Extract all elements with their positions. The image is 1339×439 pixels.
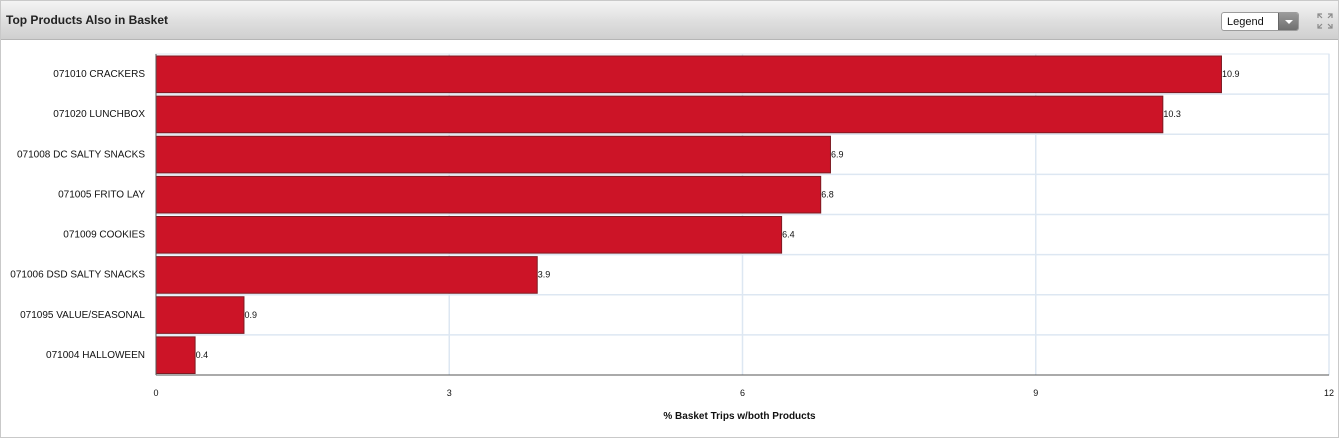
category-label: 071009 COOKIES <box>63 230 145 241</box>
category-label: 071095 VALUE/SEASONAL <box>20 310 145 321</box>
chevron-down-icon[interactable] <box>1278 13 1298 30</box>
bar[interactable] <box>155 256 538 294</box>
bar[interactable] <box>155 296 245 334</box>
value-label: 10.3 <box>1163 109 1181 119</box>
bar-layer <box>155 55 1222 374</box>
bar[interactable] <box>155 175 822 214</box>
category-label: 071004 HALLOWEEN <box>46 350 145 361</box>
value-label: 3.9 <box>538 270 551 280</box>
x-tick-label: 9 <box>1033 388 1038 398</box>
value-label: 0.4 <box>196 350 209 360</box>
category-label: 071005 FRITO LAY <box>58 189 145 200</box>
grid-layer <box>155 53 1330 376</box>
bar[interactable] <box>155 95 1164 134</box>
category-label: 071010 CRACKERS <box>53 69 145 80</box>
x-tick-label: 3 <box>447 388 452 398</box>
x-tick-label: 6 <box>740 388 745 398</box>
x-axis-title: % Basket Trips w/both Products <box>663 411 816 422</box>
value-label: 0.9 <box>244 310 257 320</box>
value-label: 10.9 <box>1222 69 1240 79</box>
category-label: 071006 DSD SALTY SNACKS <box>10 270 145 281</box>
bar[interactable] <box>155 216 783 254</box>
bar[interactable] <box>155 55 1222 94</box>
panel-title: Top Products Also in Basket <box>6 13 169 27</box>
x-tick-label: 0 <box>153 388 158 398</box>
category-label: 071020 LUNCHBOX <box>53 109 145 120</box>
x-tick-label: 12 <box>1324 388 1334 398</box>
label-layer: 0 3 6 9 12 071010 CRACKERS 10.9 071020 LUNCHBOX… <box>10 69 1334 398</box>
legend-dropdown[interactable]: Legend <box>1221 12 1299 31</box>
value-label: 6.8 <box>821 189 834 199</box>
legend-dropdown-label: Legend <box>1227 16 1264 28</box>
value-label: 6.4 <box>782 230 795 240</box>
panel-header: Top Products Also in Basket Legend <box>1 1 1338 40</box>
bar[interactable] <box>155 135 831 174</box>
value-label: 6.9 <box>831 149 844 159</box>
expand-icon[interactable] <box>1317 13 1333 29</box>
category-label: 071008 DC SALTY SNACKS <box>17 149 145 160</box>
bar[interactable] <box>155 336 196 374</box>
